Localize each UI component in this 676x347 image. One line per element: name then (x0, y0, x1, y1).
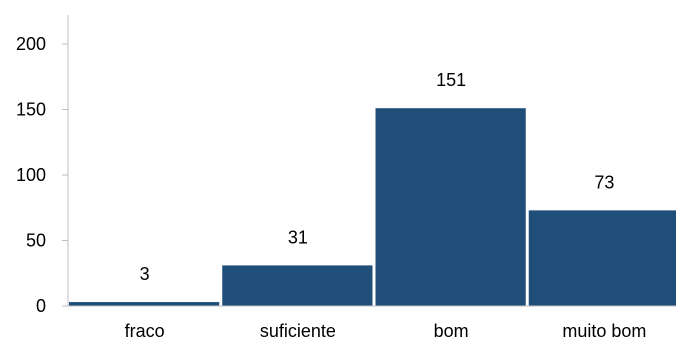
y-tick-label: 200 (16, 34, 46, 54)
x-axis: fraco suficiente bom muito bom (68, 305, 676, 341)
data-label: 151 (436, 70, 466, 90)
data-label: 73 (594, 172, 614, 192)
y-tick-label: 150 (16, 100, 46, 120)
data-label: 31 (288, 227, 308, 247)
bar-muito-bom (528, 210, 676, 306)
y-tick-label: 100 (16, 165, 46, 185)
x-category-label: muito bom (562, 321, 646, 341)
y-tick-label: 50 (26, 231, 46, 251)
bar-bom (375, 108, 526, 306)
bar-fraco (69, 302, 220, 306)
data-label: 3 (140, 264, 150, 284)
bar-suficiente (222, 265, 373, 306)
data-labels: 3 31 151 73 (140, 70, 615, 284)
bars (69, 108, 676, 306)
x-category-label: suficiente (260, 321, 336, 341)
y-axis: 0 50 100 150 200 (16, 15, 69, 316)
y-tick-label: 0 (36, 296, 46, 316)
x-category-label: fraco (125, 321, 165, 341)
x-category-label: bom (434, 321, 469, 341)
